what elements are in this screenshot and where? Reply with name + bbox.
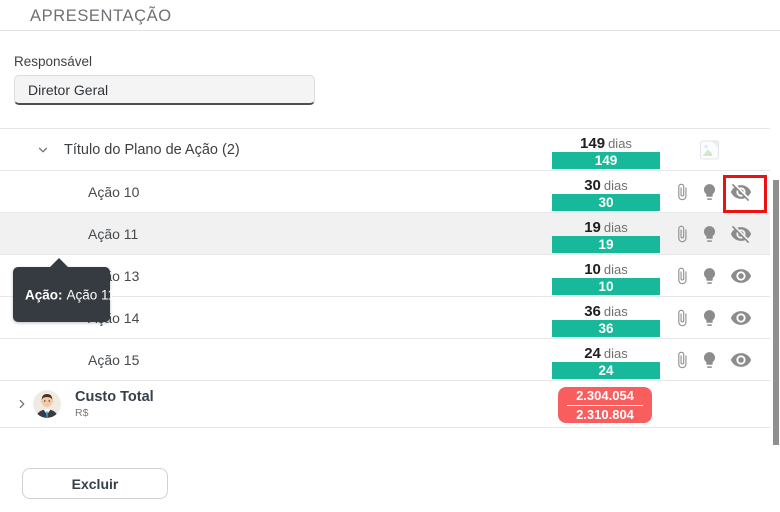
action-days-cell: 30 dias 30 [552,171,660,212]
total-row[interactable]: Custo Total R$ 2.304.054 2.310.804 [0,380,770,428]
cost-badge: 2.304.054 2.310.804 [558,387,652,423]
eye-off-icon[interactable] [730,223,752,245]
lightbulb-icon[interactable] [700,308,719,327]
scrollbar-thumb[interactable] [773,180,779,445]
action-days-cell: 10 dias 10 [552,255,660,296]
eye-icon[interactable] [730,349,752,371]
delete-button[interactable]: Excluir [22,468,168,499]
person-avatar [33,390,61,418]
lightbulb-icon[interactable] [700,350,719,369]
action-label: Ação 15 [88,351,140,368]
action-label: Ação 10 [88,183,140,200]
plan-days-text: 149 dias [580,135,632,152]
chevron-down-icon[interactable] [36,143,50,157]
action-label: Ação 11 [88,225,139,242]
action-duration-bar: 36 [552,320,660,337]
action-duration-bar: 19 [552,236,660,253]
action-row[interactable]: Ação 11 19 dias 19 [0,212,770,254]
lightbulb-icon[interactable] [700,266,719,285]
plan-title: Título do Plano de Ação (2) [64,141,240,158]
lightbulb-icon[interactable] [700,224,719,243]
cost-value-bottom: 2.310.804 [576,407,634,422]
paperclip-icon[interactable] [673,309,691,327]
action-duration-bar: 30 [552,194,660,211]
total-title: Custo Total [75,389,154,405]
action-days-cell: 19 dias 19 [552,213,660,254]
page-header: APRESENTAÇÃO [0,0,780,31]
paperclip-icon[interactable] [673,183,691,201]
action-duration-bar: 10 [552,278,660,295]
action-row[interactable]: Ação 15 24 dias 24 [0,338,770,380]
action-row[interactable]: Ação 14 36 dias 36 [0,296,770,338]
eye-off-icon[interactable] [730,181,752,203]
paperclip-icon[interactable] [673,225,691,243]
responsavel-label: Responsável [14,54,93,69]
tooltip-text: Ação: Ação 11 [25,287,116,302]
plan-group-row[interactable]: Título do Plano de Ação (2) 149 dias 149 [0,128,770,170]
image-placeholder-icon[interactable] [700,140,719,159]
lightbulb-icon[interactable] [700,182,719,201]
action-row[interactable]: Ação 13 10 dias 10 [0,254,770,296]
tooltip-arrow [50,258,68,267]
cost-value-top: 2.304.054 [567,387,643,406]
action-row[interactable]: Ação 10 30 dias 30 [0,170,770,212]
eye-icon[interactable] [730,307,752,329]
plan-duration-bar: 149 [552,152,660,169]
highlight-red-box [723,175,767,213]
action-days-cell: 24 dias 24 [552,339,660,380]
tooltip: Ação: Ação 11 [13,258,115,322]
plan-days-cell: 149 dias 149 [552,129,660,170]
action-days-cell: 36 dias 36 [552,297,660,338]
page-title: APRESENTAÇÃO [30,7,172,25]
action-duration-bar: 24 [552,362,660,379]
responsavel-input[interactable] [14,75,315,105]
eye-icon[interactable] [730,265,752,287]
action-plan-table: Título do Plano de Ação (2) 149 dias 149 … [0,128,770,428]
paperclip-icon[interactable] [673,267,691,285]
total-currency: R$ [75,407,89,419]
paperclip-icon[interactable] [673,351,691,369]
chevron-right-icon[interactable] [15,397,29,411]
